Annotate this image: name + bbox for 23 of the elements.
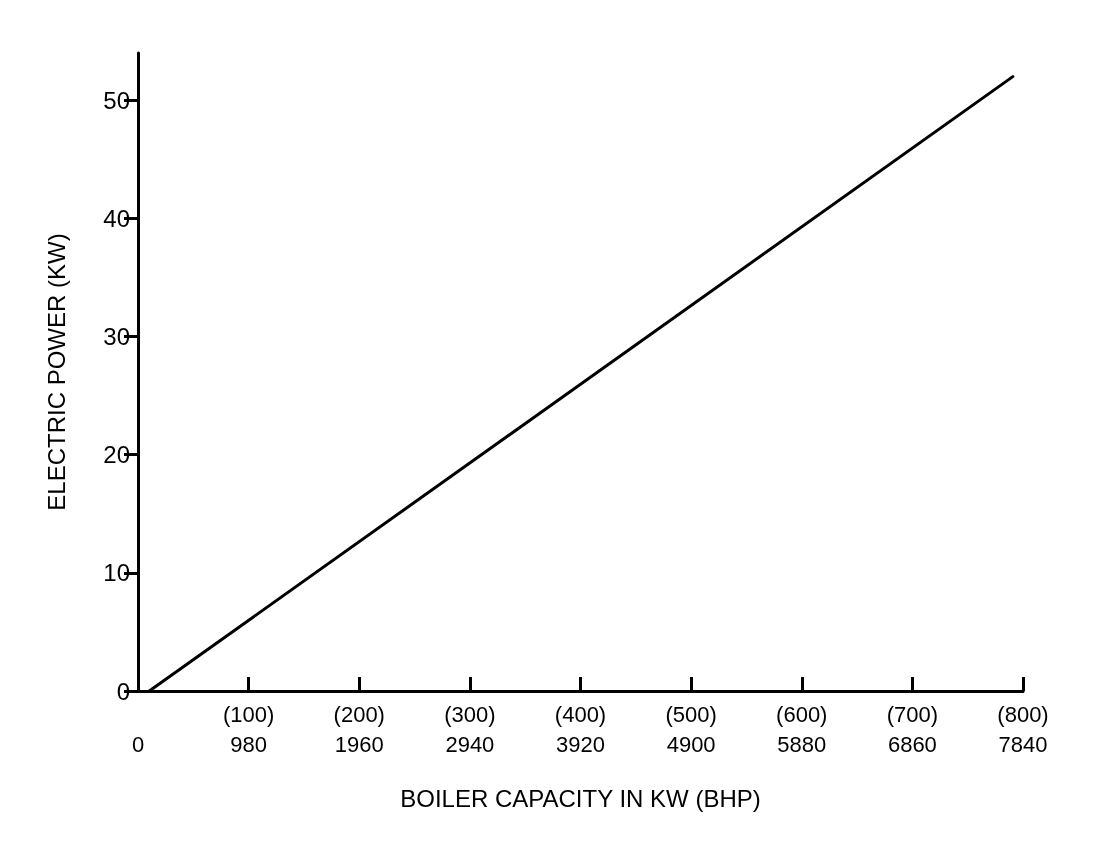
- x-tick-label: 7840: [998, 731, 1048, 757]
- y-tick-label: 50: [103, 86, 130, 114]
- x-tick-label: 980: [230, 731, 267, 757]
- x2-tick-label: (700): [886, 701, 939, 727]
- x2-tick-label: (400): [554, 701, 607, 727]
- y-axis-title: ELECTRIC POWER (KW): [42, 233, 70, 511]
- x-tick-label: 6860: [887, 731, 937, 757]
- x2-tick-label: (600): [776, 701, 828, 727]
- x-tick-label: 3920: [556, 731, 605, 757]
- x-tick-label: 4900: [666, 731, 716, 757]
- x2-tick-label: (500): [665, 701, 717, 727]
- x2-tick-label: (300): [444, 701, 496, 727]
- x2-tick-label: (200): [333, 701, 385, 727]
- x-tick-label: 1960: [334, 731, 384, 757]
- y-tick-label: 30: [103, 323, 130, 351]
- x2-tick-label: (800): [997, 701, 1049, 727]
- x-tick-label: 5880: [777, 731, 827, 757]
- y-tick-label: 20: [103, 441, 130, 469]
- y-tick-label: 40: [103, 204, 130, 232]
- x2-tick-label: (100): [222, 701, 275, 727]
- y-tick-label: 10: [103, 559, 130, 587]
- x-axis-title: BOILER CAPACITY IN KW (BHP): [400, 784, 761, 812]
- x-tick-label: 2940: [445, 731, 495, 757]
